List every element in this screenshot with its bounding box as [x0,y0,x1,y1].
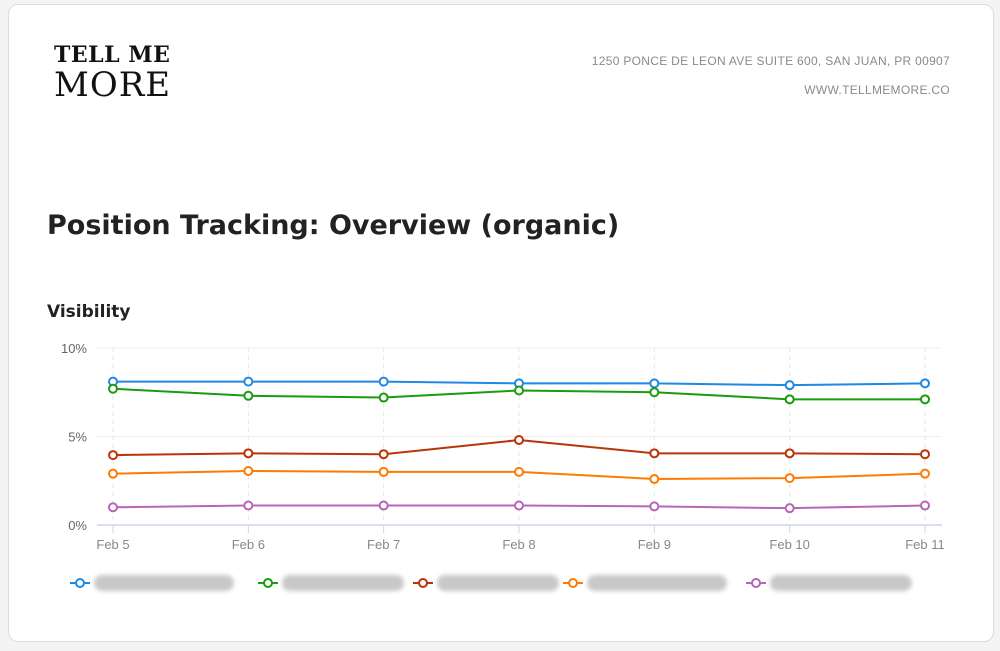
data-point [784,473,795,484]
data-point [784,448,795,459]
logo-line-1: TELL ME [54,42,171,68]
legend-label-redacted [770,575,912,591]
page-title: Position Tracking: Overview (organic) [47,210,620,241]
legend-item[interactable] [70,572,234,594]
data-point [378,392,389,403]
chart-legend [0,572,1000,594]
data-point [514,466,524,477]
y-tick-label: 5% [68,430,87,445]
data-point [514,385,524,396]
logo-line-2: MORE [54,65,172,105]
data-point [784,394,795,405]
data-point [649,448,660,459]
data-point [649,473,660,484]
data-point [378,500,389,511]
data-point [514,435,524,446]
data-point [108,450,118,461]
data-point [378,449,389,460]
data-point [649,501,660,512]
x-tick-label: Feb 8 [502,537,535,552]
legend-marker-icon [746,578,766,588]
y-tick-label: 10% [61,341,87,356]
data-point [243,390,254,401]
data-point [108,468,118,479]
legend-label-redacted [587,575,727,591]
data-point [784,503,795,514]
data-point [243,376,254,387]
legend-item[interactable] [563,572,727,594]
data-point [920,394,930,405]
legend-label-redacted [282,575,404,591]
x-tick-label: Feb 11 [905,537,945,552]
data-point [649,387,660,398]
x-tick-label: Feb 9 [638,537,671,552]
legend-item[interactable] [746,572,912,594]
legend-marker-icon [413,578,433,588]
data-point [920,468,930,479]
chart-title: Visibility [47,302,131,322]
legend-item[interactable] [413,572,559,594]
legend-marker-icon [258,578,278,588]
y-tick-label: 0% [68,518,87,533]
x-tick-label: Feb 5 [96,537,129,552]
x-tick-label: Feb 6 [232,537,265,552]
legend-label-redacted [437,575,559,591]
legend-marker-icon [563,578,583,588]
data-point [108,502,118,513]
website: WWW.TELLMEMORE.CO [804,83,950,97]
x-tick-label: Feb 10 [769,537,809,552]
data-point [920,449,930,460]
data-point [649,378,660,389]
data-point [378,376,389,387]
data-point [514,500,524,511]
legend-label-redacted [94,575,234,591]
x-tick-label: Feb 7 [367,537,400,552]
data-point [243,466,254,477]
data-point [378,466,389,477]
data-point [108,383,118,394]
legend-marker-icon [70,578,90,588]
legend-item[interactable] [258,572,404,594]
data-point [243,448,254,459]
logo: TELL ME MORE [54,44,171,102]
data-point [920,378,930,389]
data-point [243,500,254,511]
data-point [784,380,795,391]
address: 1250 PONCE DE LEON AVE SUITE 600, SAN JU… [591,54,950,68]
data-point [920,500,930,511]
contact-info: 1250 PONCE DE LEON AVE SUITE 600, SAN JU… [592,54,950,112]
report-card [8,4,994,642]
